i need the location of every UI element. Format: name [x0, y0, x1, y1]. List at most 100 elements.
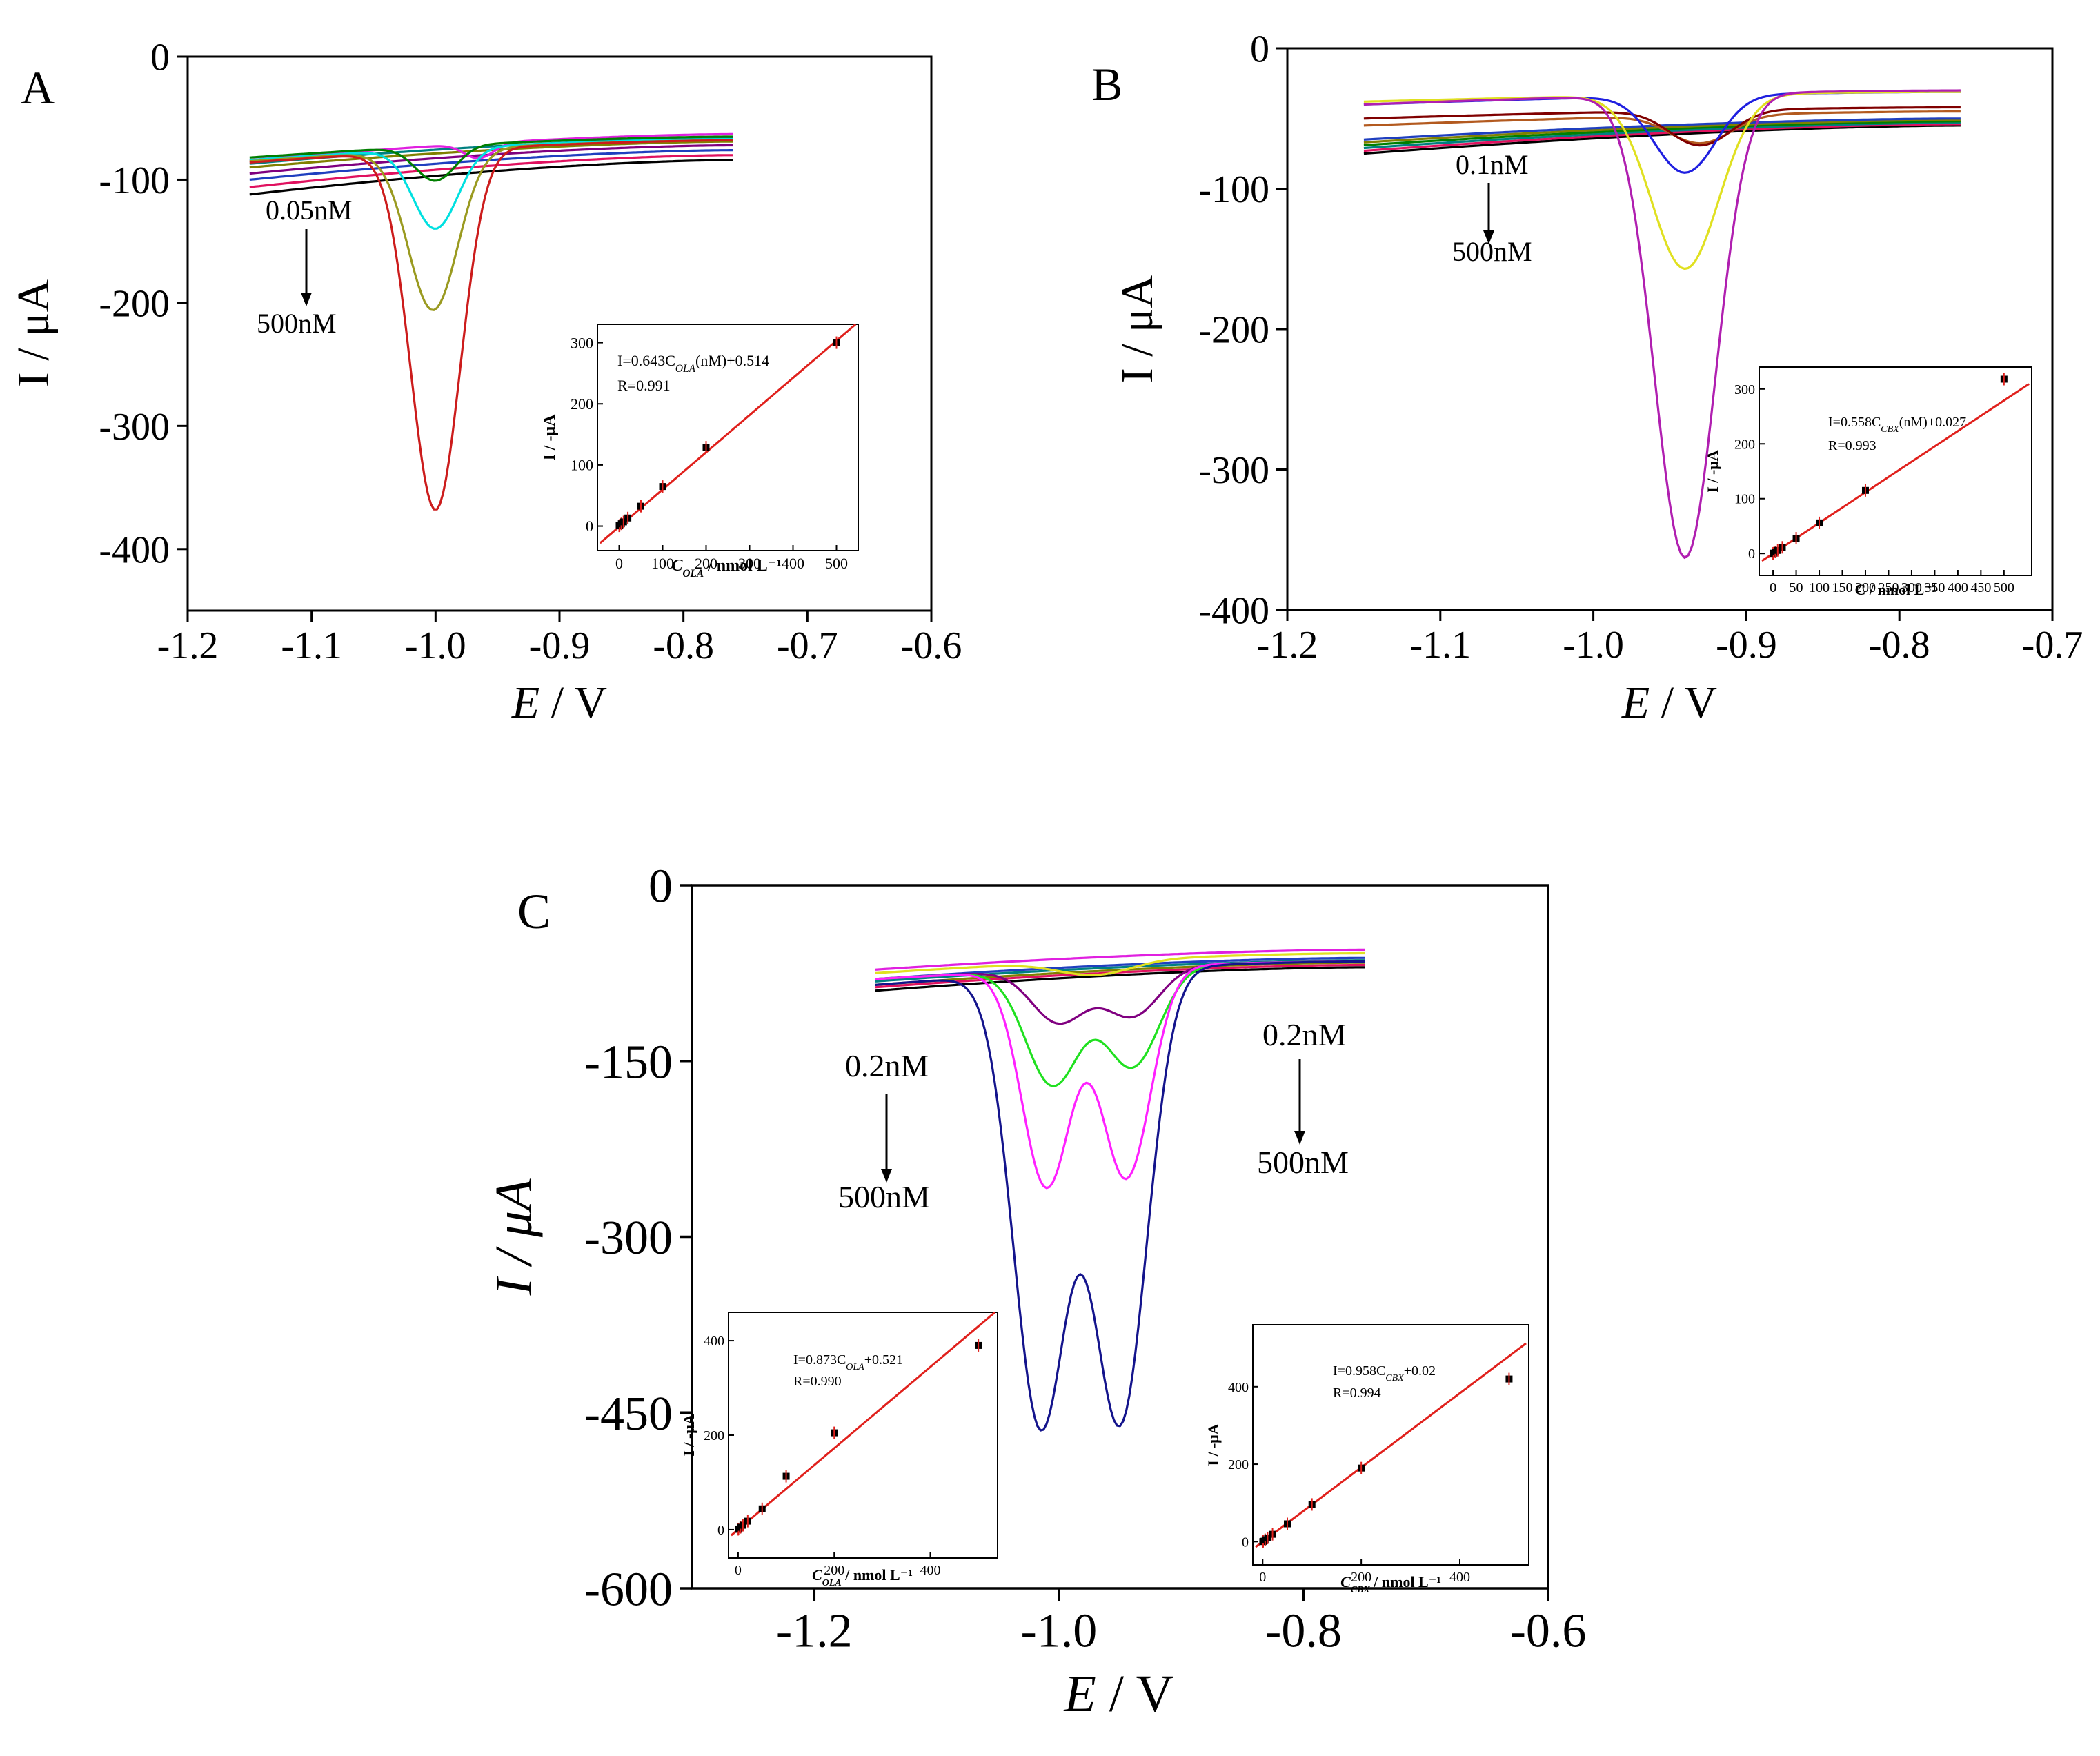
- panel-c-inset-1-ytick-label: 0: [717, 1523, 724, 1538]
- panel-b-inset-1-xtick-label: 100: [1809, 580, 1830, 595]
- panel-b-inset-1-ytick-label: 0: [1748, 546, 1755, 562]
- panel-c-inset-1-ylabel: I / -μA: [680, 1414, 697, 1456]
- panel-b: -1.2 -1.1 -1.0 -0.9 -0.8 -0.7 0 -100 -200 -300 -40…: [1091, 28, 2083, 728]
- panel-b-inset-1-ylabel: I / -μA: [1704, 450, 1721, 492]
- panel-c-series-500nM: [875, 960, 1365, 1432]
- panel-c-inset-2-r-value: R=0.994: [1333, 1385, 1381, 1401]
- panel-b-inset-1-equation: I=0.558CCBX(nM)+0.027: [1828, 415, 1966, 435]
- panel-a-inset-1-xtick-label: 400: [782, 555, 804, 572]
- panel-b-inset-1-xtick-label: 450: [1970, 580, 1991, 595]
- panel-a-inset-1-xtick-label: 200: [695, 555, 717, 572]
- panel-c-ytick-label: -600: [584, 1563, 673, 1617]
- panel-b-xlabel: E / V: [1621, 678, 1717, 728]
- panel-c-inset-1-xlabel: COLA / nmol L⁻¹: [812, 1566, 913, 1588]
- panel-a-ytick-label: -100: [99, 159, 170, 202]
- panel-b-inset-1-ytick-label: 300: [1734, 382, 1755, 397]
- panel-a-ytick-label: -200: [99, 282, 170, 325]
- panel-a-annotation-start: 0.05nM: [266, 195, 353, 226]
- panel-c-inset-2-fit-line: [1255, 1342, 1527, 1548]
- panel-b-series-500nM: [1363, 89, 1961, 560]
- panel-b-arrow-head: [1483, 230, 1494, 244]
- panel-a-inset-1-xtick-label: 300: [738, 555, 761, 572]
- panel-b-xtick-label: -1.1: [1409, 624, 1471, 667]
- panel-c-xtick-label: -1.0: [1020, 1605, 1097, 1658]
- panel-a-series-500nM: [249, 139, 733, 511]
- panel-b-series-100nM: [1363, 106, 1961, 147]
- panel-c-inset-1-equation: I=0.873COLA+0.521: [793, 1352, 903, 1372]
- panel-b-inset-1-xlabel: C / nmol L⁻¹: [1854, 581, 1936, 598]
- panel-a-inset-1: 0 100 200 300 400 500 0 100 200 300 I=0.643COLA(nM…: [541, 323, 859, 580]
- panel-c-ytick-label: -300: [584, 1212, 673, 1265]
- panel-a-series-1nM: [249, 144, 733, 175]
- panel-c-inset-2-ytick-label: 400: [1228, 1380, 1249, 1395]
- panel-b-ytick-label: 0: [1250, 28, 1269, 71]
- panel-c-annotation-start-right: 0.2nM: [1262, 1017, 1346, 1052]
- panel-a-annotation-end: 500nM: [257, 308, 337, 339]
- panel-a-inset-1-frame: [597, 324, 859, 551]
- panel-a-xtick-label: -0.6: [901, 624, 962, 667]
- panel-c-xlabel: E / V: [1063, 1665, 1173, 1723]
- panel-b-inset-1-xtick-label: 50: [1790, 580, 1803, 595]
- panel-a-label: A: [21, 61, 55, 114]
- panel-b-xtick-label: -0.8: [1869, 624, 1930, 667]
- panel-b-inset-1-ytick-label: 100: [1734, 492, 1755, 507]
- panel-a-xtick-label: -1.1: [281, 624, 342, 667]
- panel-a-series-0_1nM: [249, 154, 733, 188]
- panel-c: -1.2 -1.0 -0.8 -0.6 0 -150 -300 -450 -600 C E / V I…: [485, 860, 1586, 1724]
- panel-c-annotation-end-left: 500nM: [838, 1179, 930, 1214]
- panel-a-series-50nM: [249, 135, 733, 182]
- panel-a-ytick-label: 0: [150, 37, 170, 79]
- panel-b-series-300nM: [1363, 90, 1961, 270]
- panel-b-inset-1-xtick-label: 150: [1832, 580, 1853, 595]
- panel-c-inset-2-xtick-label: 200: [1351, 1570, 1371, 1585]
- panel-c-series-40nM: [875, 948, 1365, 971]
- panel-a-xtick-label: -1.2: [157, 624, 219, 667]
- panel-b-inset-1-xtick-label: 350: [1924, 580, 1945, 595]
- panel-a-inset-1-equation: I=0.643COLA(nM)+0.514: [617, 352, 769, 375]
- panel-a-xlabel: E / V: [511, 678, 607, 728]
- panel-b-ytick-label: -200: [1198, 309, 1269, 352]
- panel-a-inset-1-xlabel: COLA / nmol L⁻¹: [671, 557, 781, 580]
- panel-a-inset-1-xtick-label: 500: [825, 555, 848, 572]
- panel-c-inset-1: 0 200 400 0 200 400 I=0.873COLA+0.521 R=0.990 CO…: [680, 1311, 998, 1588]
- panel-c-ylabel: I / μA: [485, 1178, 543, 1296]
- panel-c-series-30nM: [875, 951, 1365, 976]
- panel-c-annotation-end-right: 500nM: [1257, 1145, 1349, 1180]
- panel-c-inset-1-xtick-label: 400: [920, 1563, 941, 1578]
- panel-b-series-1nM: [1363, 121, 1961, 150]
- panel-c-xtick-label: -1.2: [776, 1605, 853, 1658]
- panel-c-inset-2-xtick-label: 0: [1259, 1570, 1266, 1585]
- panel-b-inset-1-xtick-label: 500: [1994, 580, 2014, 595]
- panel-a-inset-1-r-value: R=0.991: [617, 377, 671, 394]
- panel-c-inset-2-equation: I=0.958CCBX+0.02: [1333, 1363, 1436, 1383]
- panel-b-inset-1-xtick-label: 250: [1878, 580, 1899, 595]
- panel-b-xtick-label: -0.9: [1716, 624, 1777, 667]
- panel-c-inset-2-xlabel: CCBX / nmol L⁻¹: [1340, 1573, 1441, 1595]
- panel-a: -1.2 -1.1 -1.0 -0.9 -0.8 -0.7 -0.6 0 -100 -200 -30…: [8, 37, 962, 728]
- panel-c-xtick-label: -0.8: [1265, 1605, 1342, 1658]
- panel-a-inset-1-ytick-label: 200: [571, 395, 593, 413]
- panel-c-inset-1-frame: [728, 1312, 998, 1559]
- panel-b-label: B: [1091, 58, 1122, 110]
- panel-b-annotation-start: 0.1nM: [1456, 149, 1529, 180]
- panel-b-annotation-end: 500nM: [1452, 236, 1532, 267]
- panel-b-series-0_2nM: [1363, 123, 1961, 152]
- panel-b-ylabel: I / μA: [1112, 275, 1162, 383]
- panel-b-inset-1-r-value: R=0.993: [1828, 438, 1876, 453]
- panel-b-inset-1-ytick-label: 200: [1734, 437, 1755, 452]
- panel-a-inset-1-ytick-label: 0: [586, 517, 593, 535]
- panel-b-inset-1-fit-line: [1761, 383, 2030, 562]
- panel-c-arrow-head: [881, 1169, 892, 1183]
- panel-c-ytick-label: 0: [648, 860, 673, 914]
- panel-a-ytick-label: -300: [99, 406, 170, 448]
- panel-b-xtick-label: -1.0: [1563, 624, 1624, 667]
- panel-a-series-20nM: [249, 132, 733, 161]
- panel-c-inset-1-ytick-label: 200: [704, 1428, 724, 1443]
- panel-a-ylabel: I / μA: [8, 279, 59, 387]
- panel-c-annotation-start-left: 0.2nM: [845, 1048, 929, 1083]
- panel-a-arrow-head: [301, 293, 312, 306]
- panel-b-ytick-label: -400: [1198, 590, 1269, 633]
- panel-a-inset-1-ylabel: I / -μA: [541, 414, 559, 461]
- panel-b-series-50nM: [1363, 110, 1961, 145]
